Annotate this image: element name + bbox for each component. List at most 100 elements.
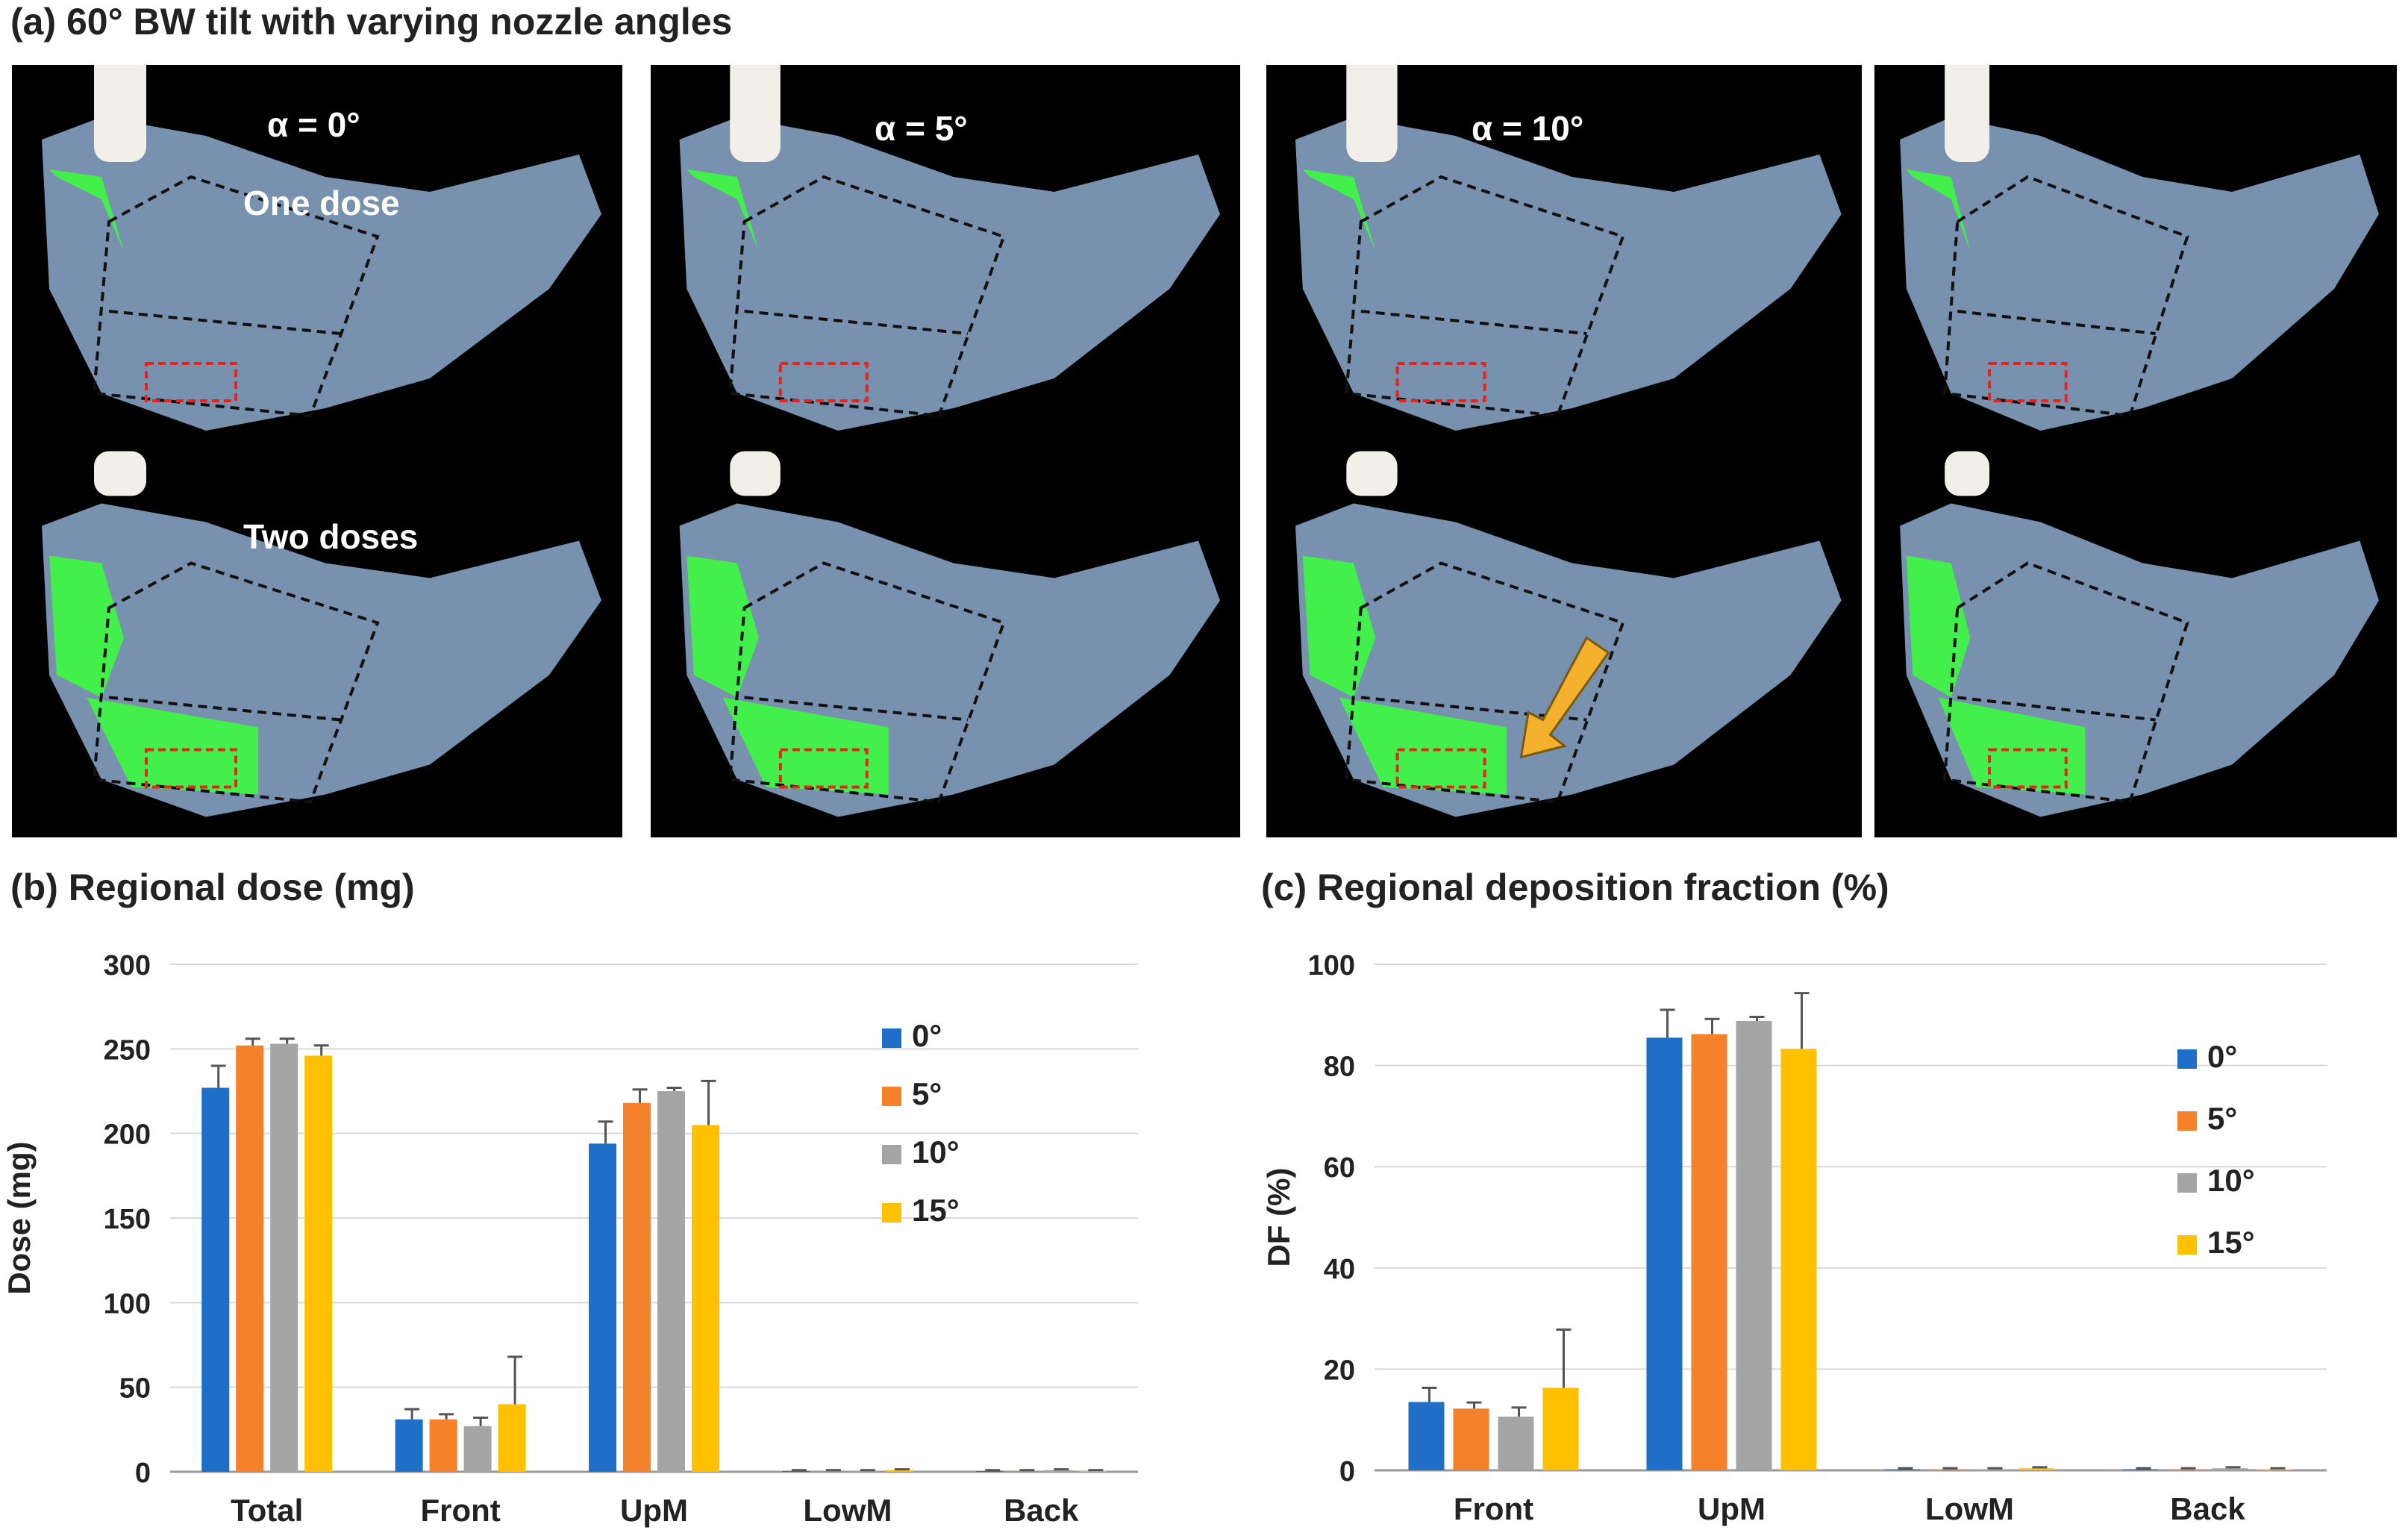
bar: [498, 1404, 526, 1472]
photo-svg: [679, 65, 1220, 817]
bar: [201, 1087, 230, 1472]
nozzle: [1346, 65, 1398, 162]
region-box-black: [1345, 561, 1625, 804]
legend-swatch: [882, 1145, 901, 1164]
bar: [1044, 1470, 1072, 1472]
deposition-front: [1906, 169, 1971, 252]
nasal-cast-shape: [679, 117, 1220, 431]
region-divider: [744, 310, 969, 335]
bar: [975, 1470, 1004, 1472]
y-tick-label: 200: [104, 1120, 151, 1151]
photo-svg: [1295, 65, 1842, 817]
bar: [1691, 1034, 1727, 1470]
region-divider: [108, 310, 341, 335]
region-box-red: [145, 748, 237, 789]
nasal-cast-shape: [1295, 117, 1842, 431]
chart-c: 0 20 40 60 80 100 DF (%) Front UpM LowM Back 0° 5° 10…: [1239, 918, 2408, 1533]
bar: [816, 1470, 845, 1472]
bar: [270, 1043, 298, 1472]
row-label-one-dose: One dose: [243, 184, 400, 222]
nozzle: [94, 65, 146, 162]
photo-svg: [1900, 65, 2379, 817]
bar: [429, 1419, 457, 1472]
legend-label: 15°: [912, 1193, 960, 1228]
bar: [2018, 1468, 2055, 1470]
region-divider: [744, 696, 969, 722]
region-box-black: [728, 561, 1006, 804]
x-tick-label: Front: [420, 1493, 500, 1528]
bar: [463, 1426, 492, 1472]
deposition-front: [1302, 169, 1376, 252]
region-box-black: [92, 561, 380, 804]
y-tick-label: 100: [1308, 950, 1355, 981]
nozzle: [730, 451, 781, 496]
nasal-cast-shape: [1900, 117, 2379, 431]
x-tick-label: UpM: [620, 1493, 688, 1528]
bar: [1736, 1020, 1772, 1470]
region-divider: [1957, 696, 2156, 722]
legend-label: 5°: [2207, 1101, 2237, 1136]
photo-svg: [42, 65, 601, 817]
nozzle: [1945, 65, 1990, 162]
bar: [304, 1055, 333, 1472]
legend-label: 5°: [912, 1076, 942, 1111]
y-tick-label: 100: [104, 1288, 151, 1320]
region-divider: [1360, 696, 1587, 722]
legend-label: 10°: [912, 1134, 960, 1170]
legend-label: 15°: [2207, 1225, 2255, 1260]
x-tick-label: Total: [231, 1493, 303, 1528]
y-axis-label: DF (%): [1261, 1168, 1296, 1267]
photo-alpha-15: [1874, 65, 2397, 837]
legend-swatch: [2177, 1235, 2197, 1255]
region-box-black: [728, 175, 1006, 418]
bar: [589, 1143, 616, 1472]
x-tick-label: Back: [1004, 1493, 1079, 1528]
y-tick-label: 250: [104, 1034, 151, 1066]
y-tick-label: 60: [1324, 1152, 1355, 1184]
y-tick-label: 50: [119, 1373, 151, 1405]
legend-swatch: [882, 1087, 901, 1106]
alpha-label-5: α = 5°: [875, 109, 968, 148]
nasal-cast-shape: [42, 117, 601, 431]
y-tick-label: 20: [1324, 1355, 1355, 1386]
region-box-black: [1942, 561, 2189, 804]
bar: [1078, 1470, 1107, 1472]
bar: [657, 1091, 685, 1472]
y-tick-label: 300: [104, 950, 151, 981]
legend-label: 10°: [2207, 1163, 2255, 1198]
deposition-lower: [1938, 697, 2086, 795]
deposition-front: [1302, 555, 1376, 698]
bar: [885, 1470, 913, 1472]
legend-swatch: [2177, 1111, 2197, 1131]
deposition-front: [49, 555, 124, 698]
bar: [692, 1125, 719, 1472]
deposition-front: [49, 169, 124, 252]
legend-swatch: [882, 1203, 901, 1223]
region-divider: [108, 696, 341, 722]
legend-label: 0°: [2207, 1039, 2237, 1074]
y-tick-label: 0: [135, 1458, 151, 1489]
legend-label: 0°: [912, 1018, 942, 1053]
bar: [1542, 1387, 1579, 1470]
y-tick-label: 40: [1324, 1254, 1355, 1285]
bar: [1780, 1049, 1817, 1470]
region-box-black: [1942, 175, 2189, 418]
bar: [1408, 1402, 1445, 1470]
bar: [623, 1102, 651, 1472]
alpha-label-10: α = 10°: [1472, 109, 1584, 148]
y-tick-label: 0: [1339, 1456, 1355, 1487]
region-box-red: [145, 362, 237, 402]
nozzle: [1346, 451, 1398, 496]
panel-a-title: (a) 60° BW tilt with varying nozzle angl…: [10, 1, 733, 43]
region-box-red: [778, 362, 869, 402]
bar: [395, 1419, 423, 1472]
deposition-lower: [722, 697, 889, 795]
chart-b: 0 50 100 150 200 250 300 Dose (mg) Total Front UpM…: [0, 918, 1194, 1533]
nozzle: [94, 451, 146, 496]
deposition-front: [687, 169, 759, 252]
bar: [1453, 1408, 1489, 1470]
region-box-red: [1988, 362, 2068, 402]
deposition-lower: [1339, 697, 1507, 795]
region-box-black: [92, 175, 380, 418]
bar: [1646, 1037, 1683, 1470]
